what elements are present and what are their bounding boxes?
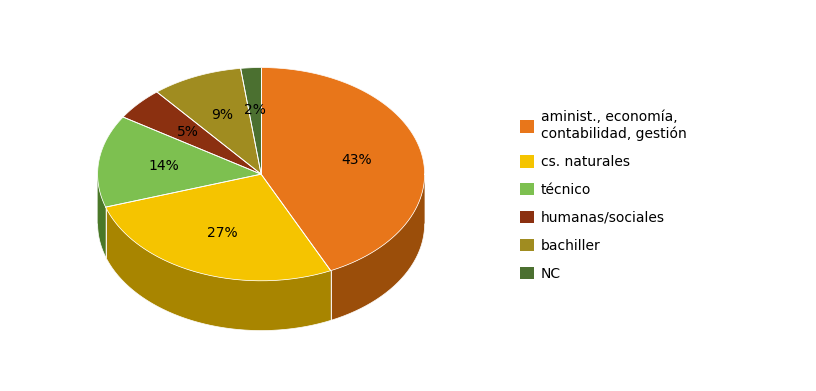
Polygon shape [98,174,105,257]
Text: 9%: 9% [211,108,233,122]
Polygon shape [105,207,330,330]
Text: 5%: 5% [176,125,198,139]
Polygon shape [98,117,261,207]
Text: 2%: 2% [244,103,266,117]
Polygon shape [157,68,261,174]
Text: 43%: 43% [342,153,372,167]
Text: 14%: 14% [149,159,180,173]
Polygon shape [330,174,424,320]
Polygon shape [261,68,424,271]
Polygon shape [123,92,261,174]
Legend: aminist., economía,
contabilidad, gestión, cs. naturales, técnico, humanas/socia: aminist., economía, contabilidad, gestió… [513,104,694,287]
Text: 27%: 27% [206,226,237,240]
Polygon shape [241,68,261,174]
Polygon shape [105,174,330,281]
